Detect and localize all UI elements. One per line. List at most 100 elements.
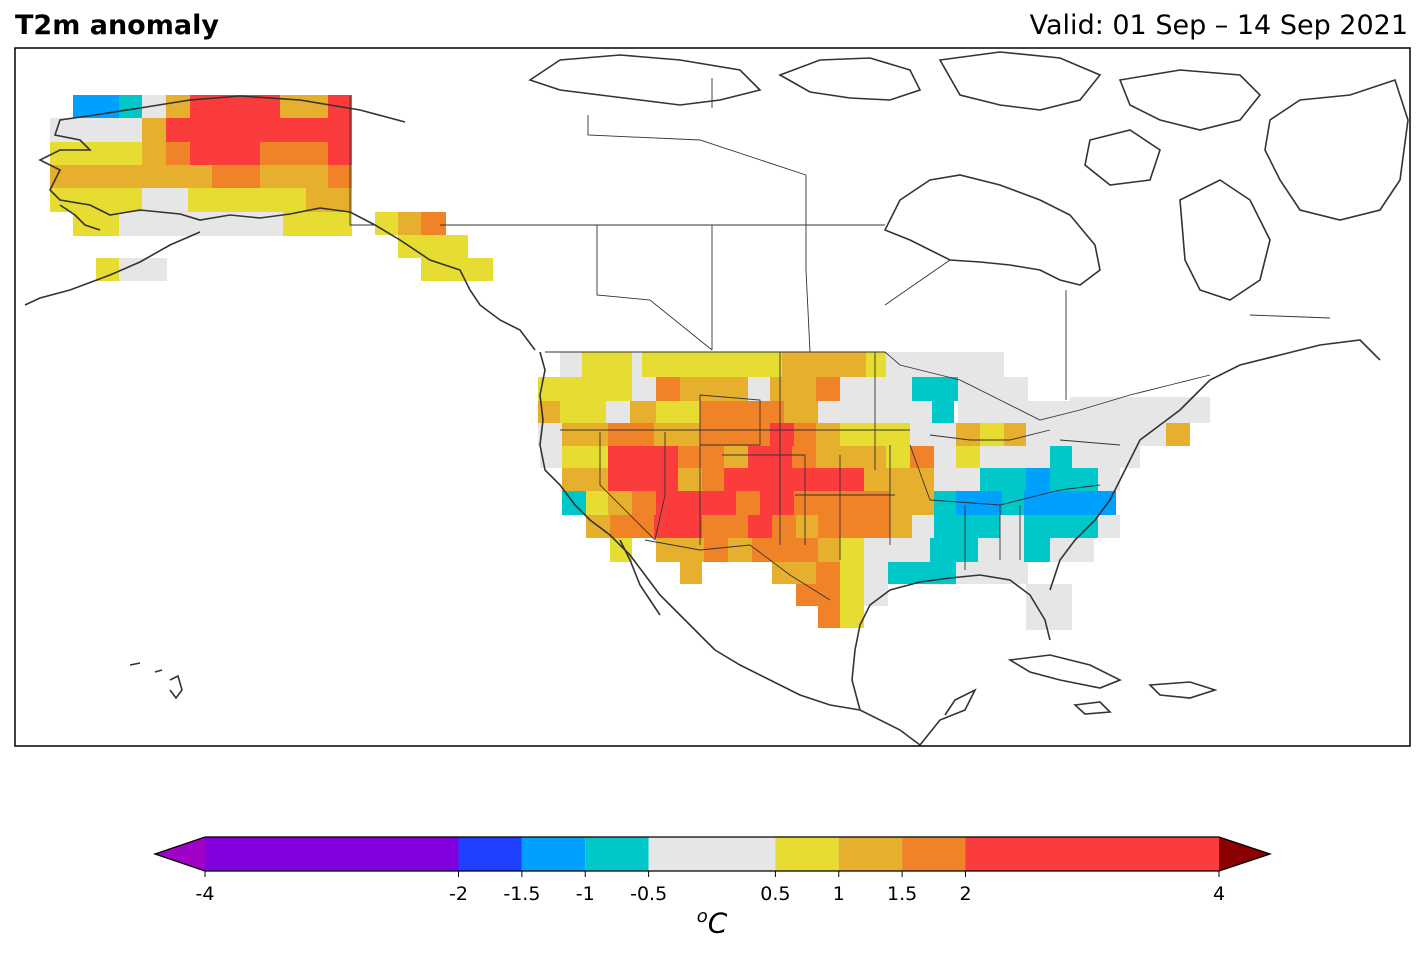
anomaly-cell	[562, 468, 584, 491]
anomaly-cell	[1002, 491, 1024, 515]
anomaly-cell	[1004, 423, 1026, 446]
anomaly-cell	[119, 212, 283, 236]
anomaly-cell	[584, 377, 632, 401]
anomaly-cell	[890, 515, 912, 538]
map-frame	[14, 47, 1411, 747]
anomaly-cell	[760, 491, 794, 515]
colorbar-tick-label: 1	[832, 883, 845, 905]
anomaly-cell	[606, 401, 630, 423]
anomaly-cell	[816, 562, 840, 584]
anomaly-cell	[190, 95, 280, 118]
anomaly-cell	[770, 377, 816, 401]
anomaly-cell	[956, 446, 980, 468]
anomaly-cell	[792, 446, 816, 468]
anomaly-cell	[632, 491, 656, 515]
anomaly-cell	[190, 142, 260, 165]
anomaly-cell	[866, 352, 886, 377]
anomaly-cell	[608, 491, 632, 515]
colorbar-tick-label: -4	[195, 883, 215, 905]
anomaly-cell	[538, 423, 562, 446]
anomaly-cell	[888, 562, 956, 584]
anomaly-cell	[840, 377, 866, 401]
anomaly-cell	[782, 352, 866, 377]
anomaly-cell	[980, 468, 1026, 491]
anomaly-cell	[50, 118, 144, 142]
anomaly-cell	[582, 352, 632, 377]
anomaly-cell	[656, 377, 680, 401]
anomaly-cell	[1098, 515, 1120, 538]
colorbar-segment	[775, 837, 839, 871]
anomaly-cell	[910, 423, 956, 446]
anomaly-cell	[584, 468, 608, 491]
anomaly-cell	[770, 423, 794, 446]
anomaly-cell	[560, 401, 606, 423]
anomaly-cell	[632, 377, 656, 401]
anomaly-cell	[978, 538, 1024, 562]
colorbar-segment	[648, 837, 776, 871]
anomaly-cell	[956, 423, 980, 446]
anomaly-cell	[678, 446, 724, 468]
anomaly-cell	[980, 423, 1004, 446]
anomaly-cell	[956, 562, 1028, 584]
anomaly-cell	[934, 491, 956, 515]
anomaly-cell	[816, 423, 840, 446]
anomaly-cell	[610, 538, 632, 562]
colorbar-tick-label: -2	[449, 883, 468, 905]
borders	[349, 78, 1331, 601]
anomaly-cell	[608, 446, 678, 468]
anomaly-cell	[934, 515, 1000, 538]
anomaly-cell	[328, 142, 352, 165]
anomaly-cell	[166, 118, 352, 142]
anomaly-cell	[398, 235, 468, 258]
anomaly-cell	[818, 401, 866, 423]
anomaly-cell	[1024, 538, 1050, 562]
anomaly-cell	[260, 165, 328, 188]
anomaly-cell	[840, 423, 872, 446]
colorbar-segment	[902, 837, 966, 871]
anomaly-cell	[1098, 468, 1120, 491]
anomaly-cell	[280, 95, 328, 118]
anomaly-cell	[912, 515, 934, 538]
anomaly-cell	[398, 212, 421, 235]
anomaly-cell	[932, 401, 954, 423]
anomaly-cell	[656, 538, 704, 562]
anomaly-cell	[704, 538, 728, 562]
anomaly-cell	[1024, 491, 1070, 515]
anomaly-cell	[748, 377, 770, 401]
anomaly-cell	[752, 538, 818, 562]
colorbar-tick-label: 1.5	[887, 883, 918, 905]
anomaly-cell	[1050, 446, 1072, 468]
anomaly-cell	[724, 468, 864, 491]
anomaly-cell	[934, 446, 956, 468]
anomaly-cell	[700, 423, 770, 446]
anomaly-cell	[656, 401, 700, 423]
colorbar-tick-label: 4	[1212, 883, 1226, 905]
anomaly-cell	[736, 491, 760, 515]
map-title: T2m anomaly	[15, 10, 219, 41]
anomaly-cell	[840, 538, 864, 562]
colorbar-over-extend	[1219, 837, 1270, 871]
anomaly-cell	[50, 142, 166, 165]
anomaly-cell	[872, 423, 910, 446]
colorbar-unit: oC	[696, 906, 728, 940]
anomaly-cell	[73, 212, 119, 236]
anomaly-cell	[654, 423, 700, 446]
anomaly-cell	[748, 446, 792, 468]
anomaly-cell	[1024, 515, 1098, 538]
anomaly-cell	[166, 95, 190, 118]
anomaly-cell	[1070, 397, 1210, 423]
anomaly-cell	[1166, 423, 1190, 446]
anomaly-cell	[654, 515, 702, 538]
anomaly-cell	[142, 188, 188, 212]
anomaly-cell	[796, 584, 818, 606]
anomaly-cell	[886, 446, 910, 468]
anomaly-cell	[818, 584, 840, 606]
anomaly-cell	[816, 446, 886, 468]
anomaly-cell	[772, 515, 796, 538]
anomaly-cell	[864, 468, 910, 491]
anomaly-cell	[958, 401, 980, 423]
anomaly-cells	[50, 95, 1210, 630]
anomaly-cell	[586, 491, 608, 515]
anomaly-cell	[680, 562, 702, 584]
colorbar-segment	[205, 837, 459, 871]
